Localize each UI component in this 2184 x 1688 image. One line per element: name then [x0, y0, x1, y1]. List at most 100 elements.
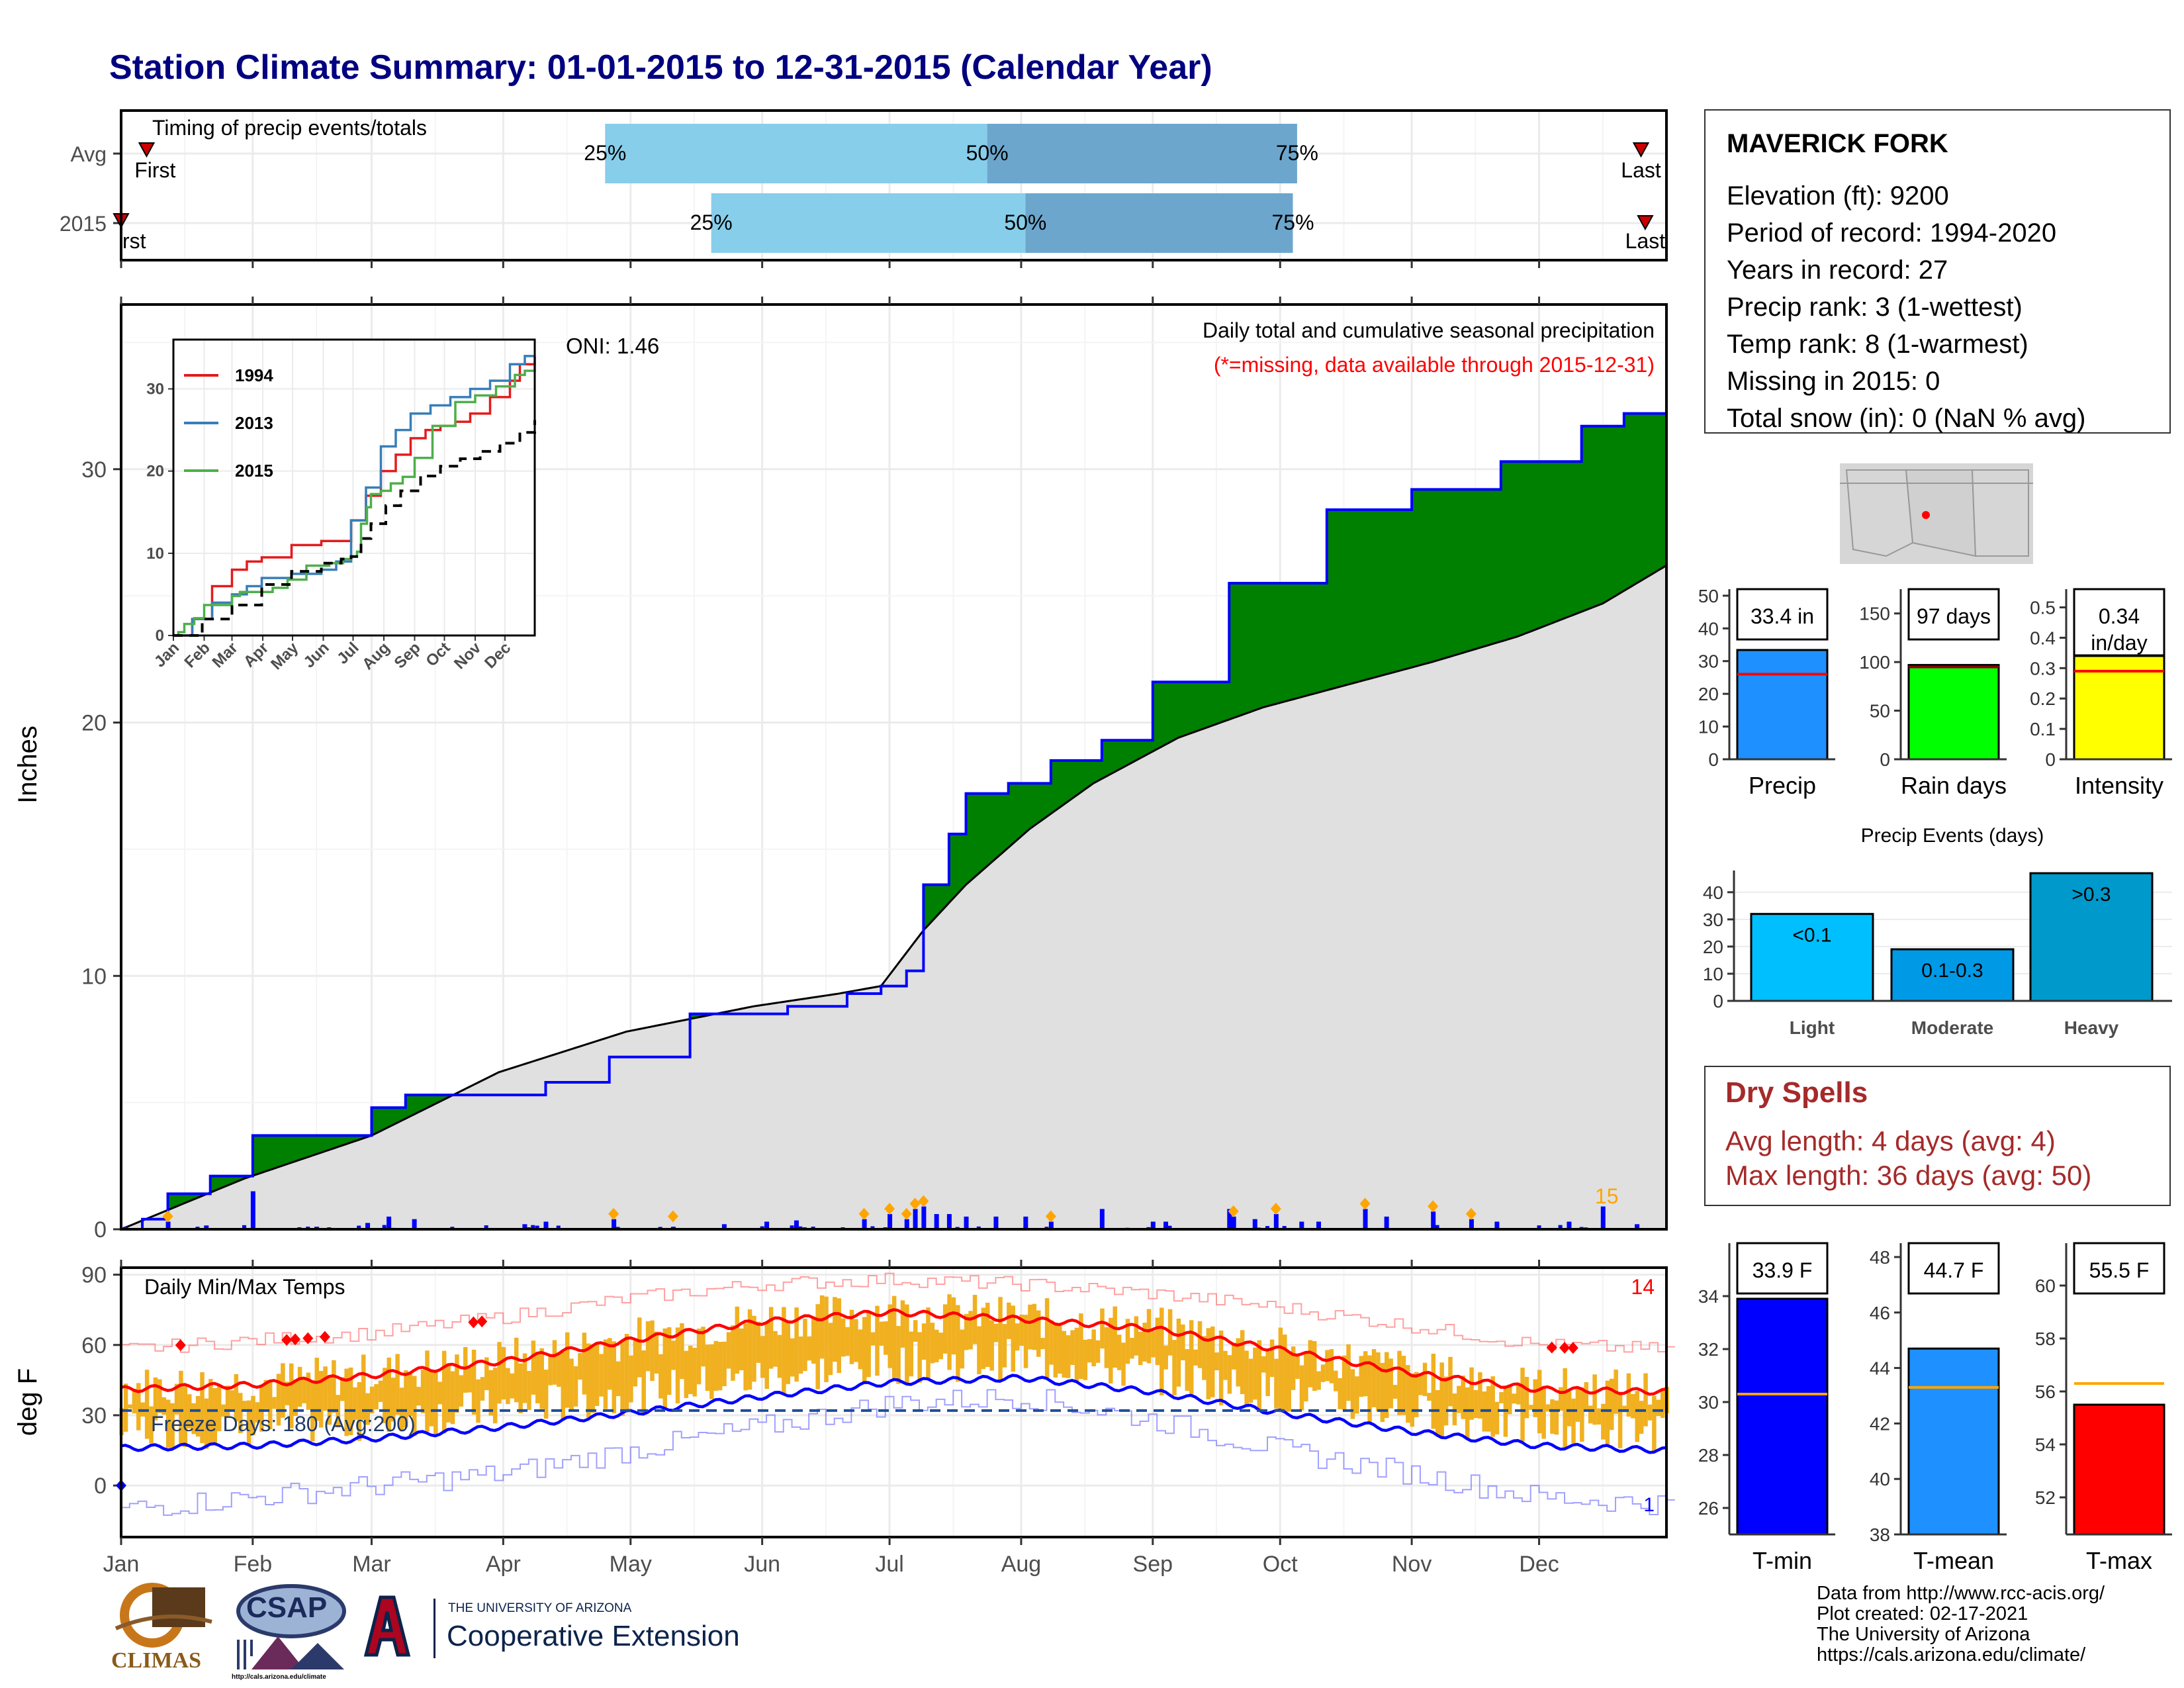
- daily-temp-bar: [1066, 1335, 1071, 1378]
- daily-temp-bar: [696, 1329, 702, 1385]
- wet-area: [932, 884, 937, 921]
- record-high-marker: [477, 1315, 488, 1328]
- wet-area: [1238, 583, 1243, 717]
- station-elevation: Elevation (ft): 9200: [1727, 181, 1949, 211]
- extreme-precip-marker: [884, 1203, 895, 1215]
- category-label: Intensity: [2075, 772, 2163, 799]
- wet-area: [1556, 461, 1561, 622]
- inset-y-tick-label: 0: [156, 627, 164, 645]
- daily-temp-bar: [153, 1377, 158, 1421]
- category-label: T-mean: [1913, 1547, 1994, 1574]
- daily-temp-bar: [629, 1355, 633, 1403]
- daily-temp-bar: [281, 1363, 285, 1418]
- daily-temp-bar: [1058, 1325, 1062, 1374]
- daily-temp-bar: [569, 1358, 574, 1412]
- daily-temp-bar: [747, 1309, 752, 1390]
- wet-area: [291, 1135, 296, 1163]
- daily-temp-bar: [208, 1379, 213, 1446]
- wet-area: [1551, 461, 1557, 624]
- daily-temp-bar: [221, 1404, 226, 1417]
- daily-temp-bar: [1617, 1391, 1623, 1448]
- daily-temp-bar: [1406, 1365, 1410, 1423]
- station-snow: Total snow (in): 0 (NaN % avg): [1727, 404, 2086, 433]
- wet-area: [375, 1107, 381, 1134]
- event-bar: [2029, 872, 2154, 1002]
- inset-y-tick-label: 10: [146, 545, 164, 563]
- wet-area: [1340, 510, 1345, 687]
- daily-temp-bar: [612, 1341, 617, 1413]
- daily-precip-bar: [612, 1219, 617, 1229]
- credit-line: The University of Arizona: [1817, 1624, 2030, 1645]
- daily-temp-bar: [1545, 1404, 1551, 1412]
- daily-precip-bar: [535, 1225, 539, 1229]
- wet-area: [1050, 760, 1056, 814]
- daily-temp-bar: [1015, 1323, 1020, 1351]
- wet-area: [1365, 510, 1370, 680]
- wet-area: [1085, 760, 1090, 790]
- daily-temp-bar: [170, 1403, 175, 1449]
- daily-temp-bar: [942, 1304, 948, 1354]
- wet-area: [995, 793, 1001, 859]
- wet-area: [1586, 426, 1591, 610]
- daily-temp-bar: [390, 1378, 396, 1422]
- wet-area: [1475, 489, 1480, 649]
- daily-temp-bar: [259, 1384, 264, 1432]
- wet-area: [316, 1135, 322, 1154]
- wet-area: [1293, 583, 1298, 700]
- wet-area: [1310, 583, 1315, 695]
- wet-area: [1394, 510, 1400, 673]
- wet-area: [966, 793, 971, 885]
- daily-temp-bar: [1023, 1315, 1028, 1368]
- daily-temp-bar: [1185, 1349, 1190, 1391]
- daily-temp-bar: [225, 1385, 230, 1418]
- wet-area: [1407, 510, 1412, 669]
- wet-area: [329, 1135, 334, 1150]
- extreme-precip-marker: [667, 1210, 678, 1223]
- daily-temp-bar: [615, 1361, 621, 1397]
- daily-temp-bar: [165, 1399, 171, 1448]
- daily-temp-bar: [318, 1370, 324, 1428]
- daily-temp-bar: [1320, 1364, 1326, 1382]
- daily-temp-bar: [594, 1344, 600, 1406]
- dry-spells-box: Dry Spells Avg length: 4 days (avg: 4) M…: [1704, 1066, 2171, 1206]
- wet-area: [1106, 740, 1111, 777]
- wet-area: [418, 1095, 424, 1113]
- daily-temp-bar: [1342, 1355, 1347, 1411]
- daily-temp-bar: [446, 1363, 451, 1423]
- daily-temp-bar: [1193, 1349, 1198, 1366]
- wet-area: [308, 1135, 313, 1157]
- daily-temp-bar: [1363, 1351, 1368, 1397]
- y-tick-label: 26: [1698, 1498, 1719, 1519]
- daily-temp-bar: [786, 1321, 791, 1384]
- daily-temp-bar: [420, 1370, 426, 1413]
- wet-area: [1263, 583, 1268, 708]
- wet-area: [1195, 682, 1201, 732]
- daily-temp-bar: [909, 1331, 914, 1377]
- wet-area: [1191, 682, 1196, 733]
- daily-temp-bar: [1121, 1342, 1126, 1386]
- daily-temp-bar: [306, 1372, 311, 1410]
- extreme-precip-marker: [901, 1207, 912, 1220]
- daily-precip-bar: [1431, 1211, 1436, 1229]
- wet-area: [1526, 461, 1531, 633]
- daily-temp-bar: [1388, 1358, 1393, 1409]
- timing-bar-q2: [605, 124, 987, 183]
- daily-precip-bar: [242, 1225, 247, 1229]
- wet-area: [171, 1194, 177, 1209]
- wet-area: [1046, 783, 1052, 817]
- daily-precip-bar: [543, 1221, 549, 1229]
- wet-area: [350, 1135, 355, 1143]
- daily-precip-bar: [1558, 1225, 1563, 1229]
- extreme-precip-marker: [608, 1207, 619, 1220]
- inset-series-line: [173, 420, 536, 637]
- category-label: Moderate: [1911, 1017, 1993, 1038]
- daily-precip-bar: [357, 1225, 361, 1229]
- daily-temp-bar: [1257, 1340, 1262, 1412]
- daily-temp-bar: [1163, 1345, 1168, 1370]
- timing-bar-q3: [987, 124, 1297, 183]
- x-tick-label: Dec: [1519, 1552, 1559, 1577]
- wet-area: [324, 1135, 330, 1152]
- wet-area: [371, 1107, 377, 1136]
- wet-area: [1433, 489, 1438, 662]
- daily-temp-bar: [1639, 1401, 1644, 1434]
